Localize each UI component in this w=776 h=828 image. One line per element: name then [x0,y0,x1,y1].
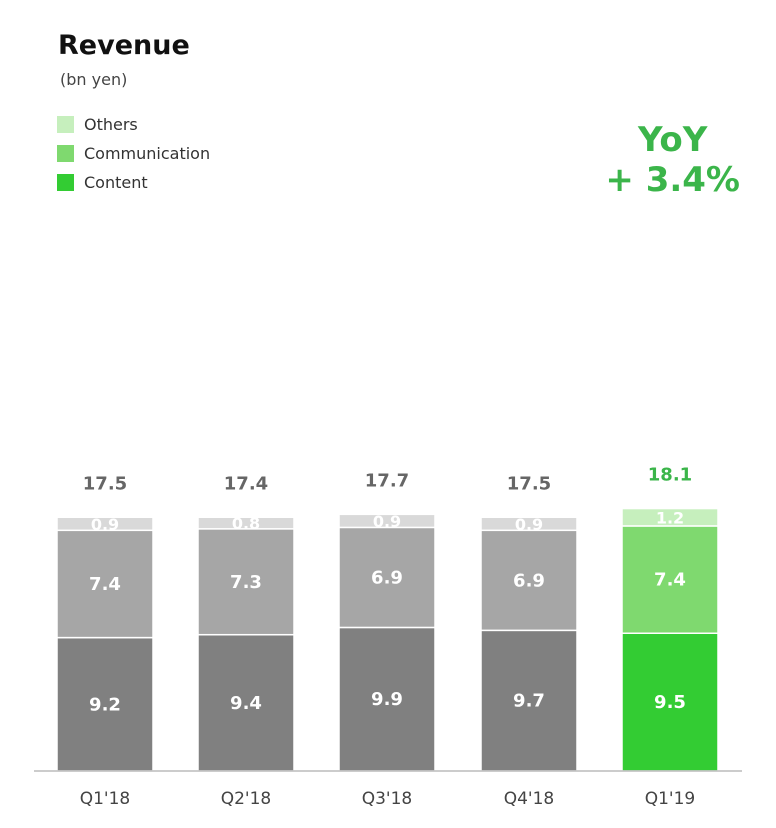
bar-communication-2 [338,526,436,629]
bar-others-0 [56,516,154,532]
data-label-communication-4: 7.4 [654,570,686,591]
data-label-communication-1: 7.3 [230,572,262,593]
yoy-value: + 3.4% [605,160,740,200]
legend-label-others: Others [84,115,138,134]
data-label-others-1: 0.8 [232,514,260,533]
bar-content-3 [480,629,578,772]
legend-item-content: Content [57,168,210,197]
bar-communication-1 [197,528,295,636]
total-label-0: 17.5 [83,473,127,494]
bar-communication-4 [621,525,719,635]
yoy-label: YoY [637,120,708,160]
legend-label-communication: Communication [84,144,211,163]
legend-swatch-communication [57,145,74,162]
legend-label-content: Content [84,173,148,192]
bar-others-4 [621,507,719,527]
legend: Others Communication Content [57,110,210,197]
data-label-others-0: 0.9 [91,515,119,534]
data-label-others-3: 0.9 [515,515,543,534]
data-label-communication-3: 6.9 [513,570,545,591]
chart-title: Revenue [58,30,190,61]
legend-swatch-content [57,174,74,191]
bar-others-3 [480,516,578,532]
data-label-content-2: 9.9 [371,689,403,710]
bar-others-1 [197,516,295,530]
x-tick-label-4: Q1'19 [645,789,696,809]
legend-item-others: Others [57,110,210,139]
yoy-callout: YoY + 3.4% [605,120,740,200]
total-label-3: 17.5 [507,473,551,494]
x-tick-label-2: Q3'18 [362,789,413,809]
data-label-communication-2: 6.9 [371,567,403,588]
bar-others-2 [338,513,436,529]
data-label-others-4: 1.2 [656,508,684,527]
data-label-content-3: 9.7 [513,691,545,712]
x-tick-label-3: Q4'18 [504,789,555,809]
data-label-content-4: 9.5 [654,692,686,713]
data-label-communication-0: 7.4 [89,574,121,595]
legend-item-communication: Communication [57,139,210,168]
bar-communication-3 [480,529,578,632]
legend-swatch-others [57,116,74,133]
total-label-1: 17.4 [224,473,268,494]
chart-subtitle: (bn yen) [60,70,128,89]
x-tick-label-0: Q1'18 [80,789,131,809]
data-label-content-1: 9.4 [230,693,262,714]
total-label-4: 18.1 [648,465,692,486]
data-label-content-0: 9.2 [89,694,121,715]
data-label-others-2: 0.9 [373,512,401,531]
x-tick-label-1: Q2'18 [221,789,272,809]
total-label-2: 17.7 [365,470,409,491]
